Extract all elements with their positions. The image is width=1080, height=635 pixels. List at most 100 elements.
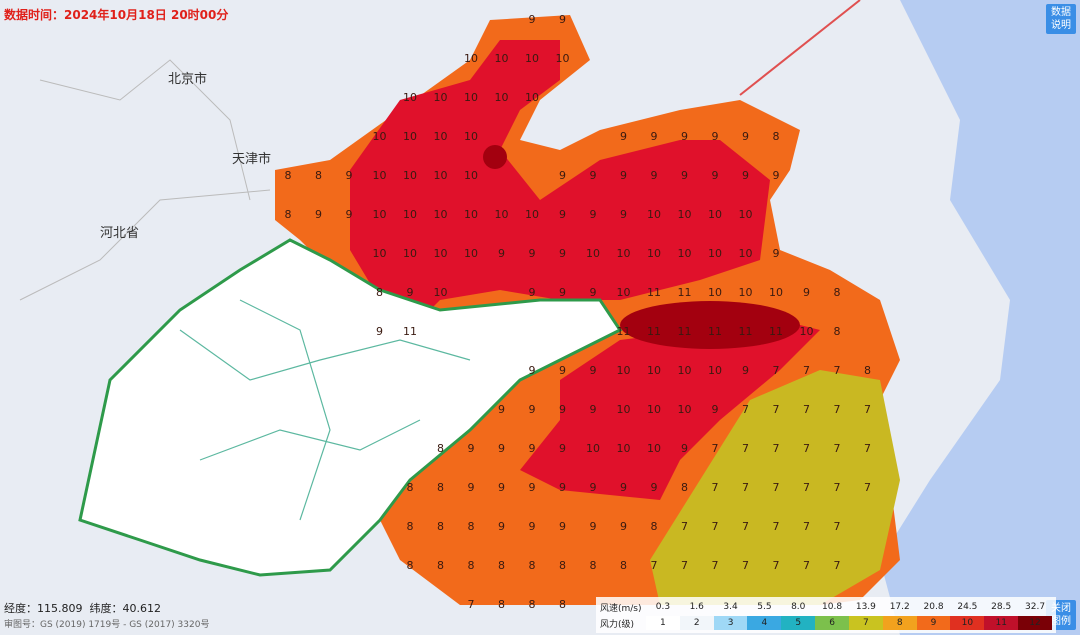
wind-force: 9 [559, 403, 566, 416]
speed-value: 0.3 [655, 602, 671, 612]
wind-force: 9 [712, 169, 719, 182]
wind-force: 9 [651, 130, 658, 143]
lat-label: 纬度： [89, 602, 123, 615]
wind-force: 11 [617, 325, 631, 338]
wind-force: 8 [529, 598, 536, 611]
wind-force: 9 [712, 130, 719, 143]
wind-force: 7 [864, 442, 871, 455]
wind-force: 9 [407, 286, 414, 299]
wind-force: 8 [834, 325, 841, 338]
wind-force: 9 [498, 520, 505, 533]
wind-force: 7 [712, 520, 719, 533]
place-label: 天津市 [232, 152, 272, 167]
wind-force: 10 [739, 208, 753, 221]
wind-force: 8 [437, 559, 444, 572]
wind-force: 10 [586, 442, 600, 455]
lat: 40.612 [122, 602, 162, 615]
lon: 115.809 [37, 602, 83, 615]
wind-force: 9 [742, 364, 749, 377]
wind-force: 7 [834, 442, 841, 455]
wind-force: 7 [834, 520, 841, 533]
force-level: 11 [984, 616, 1019, 630]
wind-force: 10 [373, 208, 387, 221]
wind-force: 10 [739, 247, 753, 260]
wind-force: 11 [403, 325, 417, 338]
wind-force: 7 [773, 520, 780, 533]
wind-force: 11 [647, 286, 661, 299]
wind-force: 9 [529, 13, 536, 26]
wind-force: 9 [559, 169, 566, 182]
wind-force: 7 [681, 559, 688, 572]
wind-force: 7 [803, 559, 810, 572]
wind-force: 8 [529, 559, 536, 572]
wind-force: 11 [769, 325, 783, 338]
wind-force: 10 [525, 208, 539, 221]
wind-force: 9 [651, 481, 658, 494]
wind-force: 9 [620, 481, 627, 494]
wind-zone [520, 320, 820, 500]
wind-force: 8 [773, 130, 780, 143]
force-level: 2 [679, 616, 714, 630]
force-level: 10 [950, 616, 985, 630]
wind-force: 10 [556, 52, 570, 65]
wind-force: 9 [559, 520, 566, 533]
wind-force: 10 [617, 442, 631, 455]
district-border [179, 299, 471, 521]
wind-force: 9 [590, 520, 597, 533]
wind-force: 8 [468, 559, 475, 572]
wind-force: 10 [617, 247, 631, 260]
wind-force: 8 [590, 559, 597, 572]
wind-force: 10 [495, 91, 509, 104]
wind-force: 7 [803, 481, 810, 494]
wind-force: 10 [525, 91, 539, 104]
force-level: 3 [713, 616, 748, 630]
wind-force: 7 [742, 520, 749, 533]
wind-force: 9 [681, 442, 688, 455]
wind-force: 7 [773, 442, 780, 455]
force-level: 1 [646, 616, 680, 630]
speed-value: 3.4 [723, 602, 738, 612]
wind-force: 9 [559, 286, 566, 299]
wind-force: 7 [864, 403, 871, 416]
wind-force: 8 [407, 520, 414, 533]
wind-force: 7 [742, 442, 749, 455]
wind-force: 11 [647, 325, 661, 338]
force-level: 5 [781, 616, 816, 630]
wind-force: 9 [529, 442, 536, 455]
wind-force: 10 [434, 286, 448, 299]
wind-force: 10 [617, 364, 631, 377]
wind-force: 10 [495, 208, 509, 221]
wind-force: 8 [285, 208, 292, 221]
wind-force: 8 [437, 442, 444, 455]
wind-force: 9 [590, 364, 597, 377]
wind-force: 9 [468, 442, 475, 455]
wind-force: 9 [559, 13, 566, 26]
wind-force: 7 [681, 520, 688, 533]
wind-force: 8 [407, 481, 414, 494]
wind-force: 8 [559, 559, 566, 572]
wind-force: 8 [285, 169, 292, 182]
speed-value: 5.5 [757, 602, 772, 612]
wind-force: 10 [464, 52, 478, 65]
force-row: 风力(级) 1 2 3 4 5 6 7 8 9 10 11 12 [600, 615, 1052, 631]
wind-force: 7 [651, 559, 658, 572]
wind-force: 10 [434, 130, 448, 143]
wind-force: 7 [803, 442, 810, 455]
lon-label: 经度： [4, 602, 37, 615]
force-label: 风力(级) [600, 619, 635, 630]
wind-force: 10 [647, 247, 661, 260]
wind-force: 9 [590, 208, 597, 221]
wind-force: 9 [529, 247, 536, 260]
wind-force: 10 [464, 247, 478, 260]
force-level: 4 [747, 616, 782, 630]
wind-force: 9 [712, 403, 719, 416]
place-label: 河北省 [100, 226, 140, 241]
sea [880, 0, 1080, 635]
info-button[interactable]: 数据 说明 [1046, 4, 1076, 34]
wind-force: 10 [373, 169, 387, 182]
wind-force: 10 [769, 286, 783, 299]
wind-force: 11 [739, 325, 753, 338]
wind-force: 7 [712, 442, 719, 455]
wind-force: 9 [773, 247, 780, 260]
wind-force: 9 [590, 403, 597, 416]
